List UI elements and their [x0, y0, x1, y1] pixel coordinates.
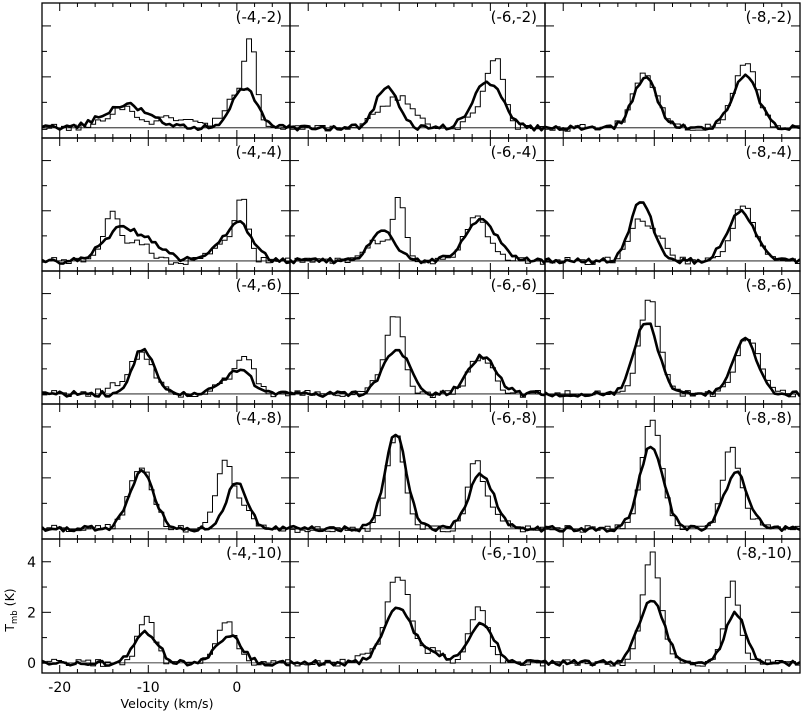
spectrum-thick-line: [42, 347, 290, 398]
panel-13: (-4,-10) -20 -10 0 0 2 4: [27, 538, 291, 696]
svg-text:Tmb(K): Tmb (K): [2, 588, 20, 632]
spectrum-thin-histogram: [290, 58, 545, 132]
y-axis-label-main: T: [2, 624, 17, 633]
spectrum-thick-line: [545, 599, 800, 667]
panel-position-label: (-8,-10): [736, 544, 792, 562]
panel-position-label: (-8,-4): [746, 143, 792, 161]
spectrum-thick-line: [290, 606, 545, 667]
panels-group: (-4,-2) (-6,-2) (-8,-2) (-4,-4) (-6,-4) (-8,-…: [27, 2, 801, 696]
panel-position-label: (-6,-2): [491, 8, 537, 26]
panel-position-label: (-4,-4): [236, 143, 282, 161]
y-axis-label: Tmb (K): [2, 588, 20, 632]
spectrum-thick-line: [290, 217, 545, 265]
y-axis-label-unit: (K): [2, 588, 17, 606]
y-tick-label: 0: [27, 656, 36, 672]
panel-3: (-8,-2): [544, 2, 801, 139]
spectrum-thick-line: [290, 433, 545, 533]
panel-11: (-6,-8): [289, 403, 546, 540]
panel-8: (-6,-6): [289, 270, 546, 405]
panel-position-label: (-6,-6): [491, 276, 537, 294]
panel-14: (-6,-10): [289, 538, 546, 674]
spectrum-thin-histogram: [42, 38, 290, 131]
spectrum-thin-histogram: [290, 197, 545, 265]
panel-12: (-8,-8): [544, 403, 801, 540]
panel-position-label: (-8,-8): [746, 409, 792, 427]
spectrum-thick-line: [42, 87, 290, 131]
spectrum-thick-line: [42, 468, 290, 533]
panel-position-label: (-4,-8): [236, 409, 282, 427]
x-tick-label: 0: [232, 680, 241, 696]
panel-position-label: (-6,-4): [491, 143, 537, 161]
spectrum-thin-histogram: [42, 459, 290, 533]
panel-15: (-8,-10): [544, 538, 801, 674]
panel-position-label: (-6,-8): [491, 409, 537, 427]
spectrum-thick-line: [545, 73, 800, 131]
spectrum-thin-histogram: [290, 316, 545, 398]
x-tick-label: -10: [137, 680, 160, 696]
spectrum-thick-line: [42, 220, 290, 265]
panel-position-label: (-8,-2): [746, 8, 792, 26]
panel-4: (-4,-4): [41, 137, 291, 272]
spectrum-thin-histogram: [545, 419, 800, 533]
x-axis-label: Velocity (km/s): [121, 696, 214, 711]
spectrum-thin-histogram: [42, 198, 290, 265]
panel-position-label: (-4,-2): [236, 8, 282, 26]
panel-5: (-6,-4): [289, 137, 546, 272]
panel-position-label: (-6,-10): [481, 544, 537, 562]
x-tick-label: -20: [48, 680, 71, 696]
spectrum-thick-line: [42, 629, 290, 667]
panel-9: (-8,-6): [544, 270, 801, 405]
y-tick-label: 4: [27, 555, 36, 571]
spectrum-thick-line: [545, 201, 800, 265]
panel-position-label: (-4,-10): [226, 544, 282, 562]
panel-7: (-4,-6): [41, 270, 291, 405]
spectrum-thick-line: [545, 445, 800, 533]
panel-10: (-4,-8): [41, 403, 291, 540]
spectrum-thin-histogram: [545, 205, 800, 265]
panel-position-label: (-8,-6): [746, 276, 792, 294]
spectrum-thin-histogram: [290, 435, 545, 533]
spectrum-thick-line: [290, 348, 545, 398]
spectrum-thin-histogram: [290, 576, 545, 667]
panel-6: (-8,-4): [544, 137, 801, 272]
y-tick-label: 2: [27, 605, 36, 621]
panel-1: (-4,-2): [41, 2, 291, 139]
spectrum-thick-line: [545, 322, 800, 398]
spectrum-thin-histogram: [545, 299, 800, 398]
panel-position-label: (-4,-6): [236, 276, 282, 294]
spectrum-thick-line: [290, 80, 545, 132]
y-axis-label-subscript: mb: [10, 610, 20, 624]
panel-2: (-6,-2): [289, 2, 546, 139]
spectrum-thin-histogram: [42, 615, 290, 667]
